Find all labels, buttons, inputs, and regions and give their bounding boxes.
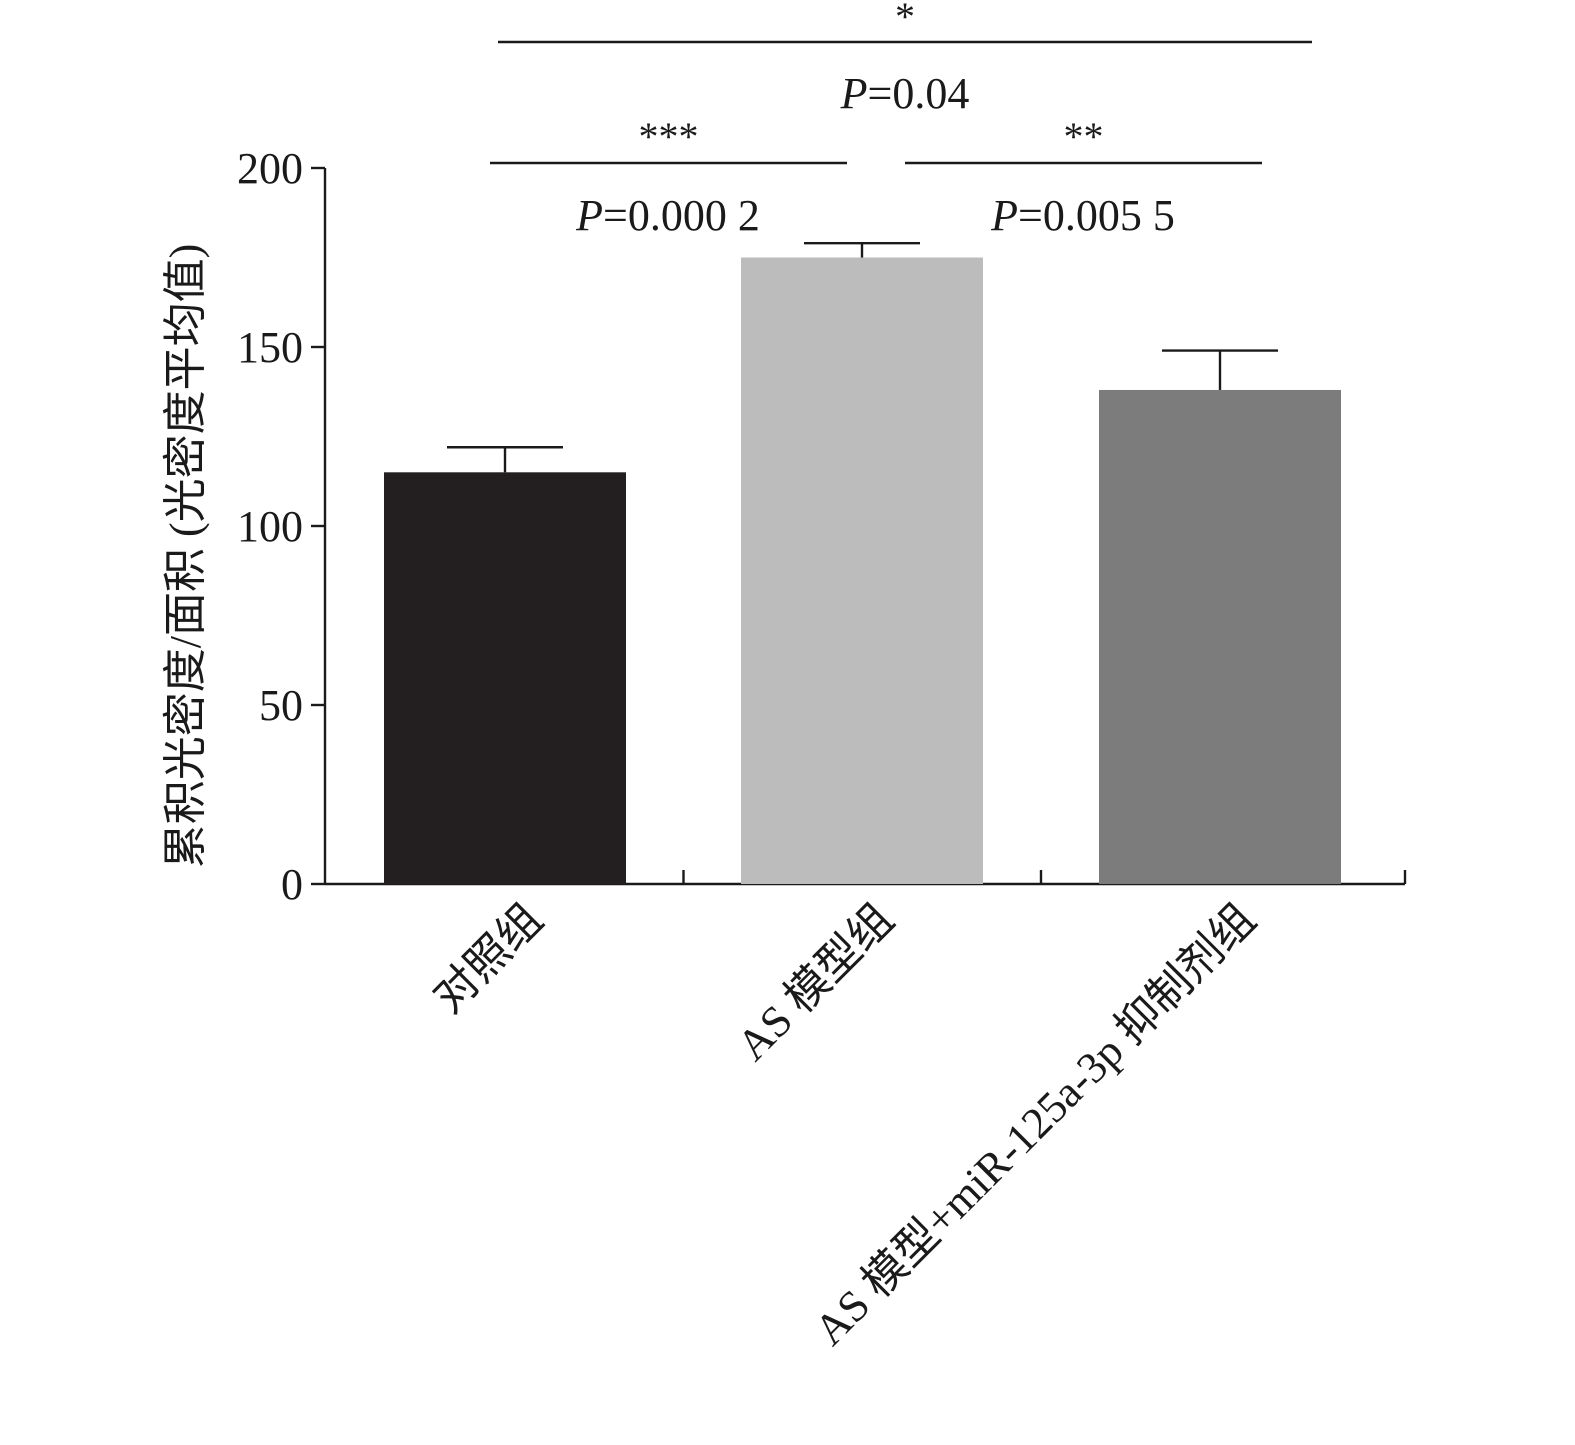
p-symbol: P bbox=[990, 191, 1018, 240]
y-axis-title: 累积光密度/面积 (光密度平均值) bbox=[161, 244, 210, 869]
bar bbox=[1099, 389, 1341, 884]
p-value-label: P=0.04 bbox=[840, 69, 970, 118]
y-tick-label: 150 bbox=[237, 323, 303, 372]
x-category-label: AS 模型组 bbox=[728, 894, 904, 1070]
p-value: =0.005 5 bbox=[1018, 191, 1175, 240]
significance-stars: *** bbox=[639, 114, 699, 159]
significance-stars: ** bbox=[1064, 114, 1104, 159]
y-tick-label: 200 bbox=[237, 144, 303, 193]
bar bbox=[741, 257, 983, 884]
y-tick-label: 50 bbox=[259, 681, 303, 730]
significance-stars: * bbox=[895, 0, 915, 39]
p-value: =0.000 2 bbox=[603, 191, 760, 240]
significance-group: ***P=0.000 2**P=0.005 5*P=0.04 bbox=[490, 0, 1312, 240]
y-tick-label: 100 bbox=[237, 502, 303, 551]
p-symbol: P bbox=[575, 191, 603, 240]
x-category-label: AS 模型+miR-125a-3p 抑制剂组 bbox=[805, 894, 1265, 1354]
bars-group bbox=[384, 257, 1341, 884]
y-tick-label: 0 bbox=[281, 860, 303, 909]
p-value-label: P=0.005 5 bbox=[990, 191, 1175, 240]
p-symbol: P bbox=[840, 69, 868, 118]
p-value: =0.04 bbox=[868, 69, 970, 118]
x-category-label: 对照组 bbox=[424, 894, 552, 1022]
p-value-label: P=0.000 2 bbox=[575, 191, 760, 240]
y-axis-label-group: 累积光密度/面积 (光密度平均值) bbox=[161, 244, 210, 869]
error-bars-group bbox=[447, 241, 1278, 473]
bar bbox=[384, 472, 626, 884]
